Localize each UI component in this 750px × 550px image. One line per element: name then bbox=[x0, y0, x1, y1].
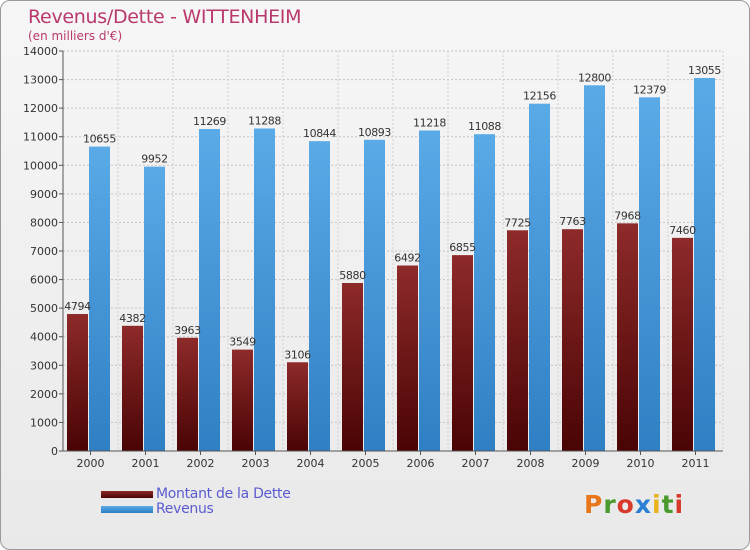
y-tick-label: 10000 bbox=[23, 159, 58, 172]
bar-debt bbox=[342, 283, 363, 451]
data-label-revenue: 9952 bbox=[141, 153, 167, 166]
data-label-debt: 7460 bbox=[669, 224, 696, 237]
x-tick-label: 2009 bbox=[572, 457, 600, 470]
data-label-debt: 7968 bbox=[614, 209, 641, 222]
logo-letter: x bbox=[634, 490, 652, 519]
bar-revenue bbox=[89, 146, 110, 452]
bar-debt bbox=[122, 325, 143, 451]
legend-label-debt: Montant de la Dette bbox=[156, 486, 291, 502]
legend-label-revenue: Revenus bbox=[156, 501, 214, 517]
bar-debt bbox=[397, 265, 418, 451]
data-label-debt: 7725 bbox=[504, 216, 531, 229]
y-tick-label: 5000 bbox=[30, 302, 58, 315]
bar-debt bbox=[507, 230, 528, 451]
y-tick-label: 4000 bbox=[30, 331, 58, 344]
legend-swatch-debt bbox=[101, 491, 153, 498]
bar-revenue bbox=[584, 85, 605, 452]
x-tick-label: 2007 bbox=[462, 457, 490, 470]
data-label-revenue: 10844 bbox=[303, 127, 336, 140]
bar-debt bbox=[562, 229, 583, 451]
x-tick-label: 2008 bbox=[517, 457, 545, 470]
logo-letter: P bbox=[584, 490, 604, 519]
x-tick-label: 2004 bbox=[297, 457, 325, 470]
data-label-revenue: 13055 bbox=[688, 64, 721, 77]
data-label-debt: 6492 bbox=[394, 252, 420, 265]
bar-revenue bbox=[474, 134, 495, 451]
y-tick-label: 0 bbox=[51, 445, 58, 458]
bar-revenue bbox=[419, 130, 440, 451]
data-label-revenue: 12800 bbox=[578, 71, 611, 84]
bar-debt bbox=[672, 237, 693, 451]
data-label-debt: 5880 bbox=[339, 269, 366, 282]
bar-revenue bbox=[529, 103, 550, 451]
chart-title: Revenus/Dette - WITTENHEIM bbox=[28, 6, 302, 28]
y-tick-label: 12000 bbox=[23, 102, 58, 115]
proxiti-logo: Proxiti bbox=[584, 490, 684, 519]
x-tick-label: 2011 bbox=[682, 457, 710, 470]
y-tick-label: 3000 bbox=[30, 359, 58, 372]
data-label-debt: 3549 bbox=[229, 336, 256, 349]
y-tick-label: 6000 bbox=[30, 274, 58, 287]
data-label-revenue: 11269 bbox=[193, 115, 226, 128]
data-label-revenue: 11218 bbox=[413, 116, 446, 129]
y-tick-label: 1000 bbox=[30, 416, 58, 429]
logo-letter: r bbox=[603, 490, 617, 519]
data-label-revenue: 11088 bbox=[468, 120, 501, 133]
bar-revenue bbox=[144, 166, 165, 451]
y-tick-label: 8000 bbox=[30, 216, 58, 229]
x-tick-label: 2010 bbox=[627, 457, 655, 470]
y-tick-label: 13000 bbox=[23, 74, 58, 87]
logo-letter: i bbox=[652, 490, 662, 519]
data-label-debt: 3106 bbox=[284, 348, 311, 361]
data-label-debt: 3963 bbox=[174, 324, 201, 337]
y-tick-label: 2000 bbox=[30, 388, 58, 401]
bar-revenue bbox=[199, 129, 220, 451]
bar-revenue bbox=[694, 78, 715, 451]
bar-revenue bbox=[254, 128, 275, 451]
logo-letter: o bbox=[616, 490, 635, 519]
data-label-debt: 6855 bbox=[449, 241, 476, 254]
bar-revenue bbox=[309, 141, 330, 451]
bar-debt bbox=[452, 255, 473, 451]
y-tick-label: 9000 bbox=[30, 188, 58, 201]
data-label-debt: 7763 bbox=[559, 215, 586, 228]
bar-revenue bbox=[639, 97, 660, 452]
data-label-debt: 4794 bbox=[64, 300, 91, 313]
x-tick-label: 2003 bbox=[242, 457, 270, 470]
bar-debt bbox=[232, 349, 253, 451]
x-tick-label: 2005 bbox=[352, 457, 380, 470]
bar-debt bbox=[287, 362, 308, 451]
data-label-debt: 4382 bbox=[119, 312, 145, 325]
x-tick-label: 2000 bbox=[77, 457, 105, 470]
data-label-revenue: 10655 bbox=[83, 133, 116, 146]
y-tick-label: 14000 bbox=[23, 45, 58, 58]
y-tick-label: 11000 bbox=[23, 131, 58, 144]
y-tick-label: 7000 bbox=[30, 245, 58, 258]
legend-swatch-revenue bbox=[101, 506, 153, 513]
data-label-revenue: 12156 bbox=[523, 90, 556, 103]
chart-subtitle: (en milliers d'€) bbox=[28, 29, 123, 43]
x-tick-label: 2006 bbox=[407, 457, 435, 470]
logo-letter: i bbox=[674, 490, 685, 519]
x-tick-label: 2001 bbox=[132, 457, 160, 470]
data-label-revenue: 10893 bbox=[358, 126, 391, 139]
bar-debt bbox=[177, 337, 198, 451]
bar-revenue bbox=[364, 139, 385, 451]
logo-letter: t bbox=[661, 490, 675, 519]
data-label-revenue: 11288 bbox=[248, 114, 281, 127]
bar-debt bbox=[67, 314, 88, 451]
x-tick-label: 2002 bbox=[187, 457, 215, 470]
bar-debt bbox=[617, 223, 638, 451]
data-label-revenue: 12379 bbox=[633, 83, 666, 96]
